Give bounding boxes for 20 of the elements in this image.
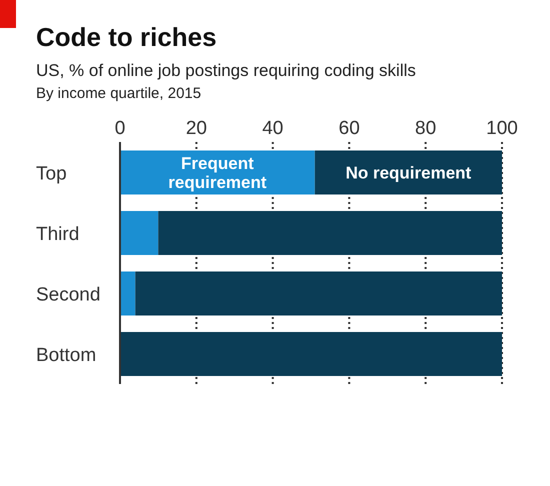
x-tick-label: 40 xyxy=(262,118,284,139)
series-label: Frequent requirement xyxy=(168,154,267,192)
y-tick-label: Second xyxy=(36,284,100,306)
x-tick-label: 20 xyxy=(186,118,207,139)
series-label: No requirement xyxy=(346,163,472,182)
chart-title: Code to riches xyxy=(36,22,218,53)
x-tick-label: 60 xyxy=(338,118,360,139)
bar xyxy=(120,210,158,255)
chart-subtitle: US, % of online job postings requiring coding skills By income quartile, 2015 xyxy=(36,61,417,102)
y-tick-label: Bottom xyxy=(36,344,96,366)
y-tick-label: Top xyxy=(36,163,67,184)
x-tick-label: 100 xyxy=(486,118,518,139)
bar xyxy=(158,210,502,255)
bar xyxy=(120,271,136,316)
x-tick-label: 80 xyxy=(415,118,436,139)
y-tick-label: Third xyxy=(36,224,80,245)
bar xyxy=(314,150,502,194)
bar xyxy=(135,271,502,316)
bar xyxy=(120,332,502,376)
x-tick-label: 0 xyxy=(114,118,126,139)
